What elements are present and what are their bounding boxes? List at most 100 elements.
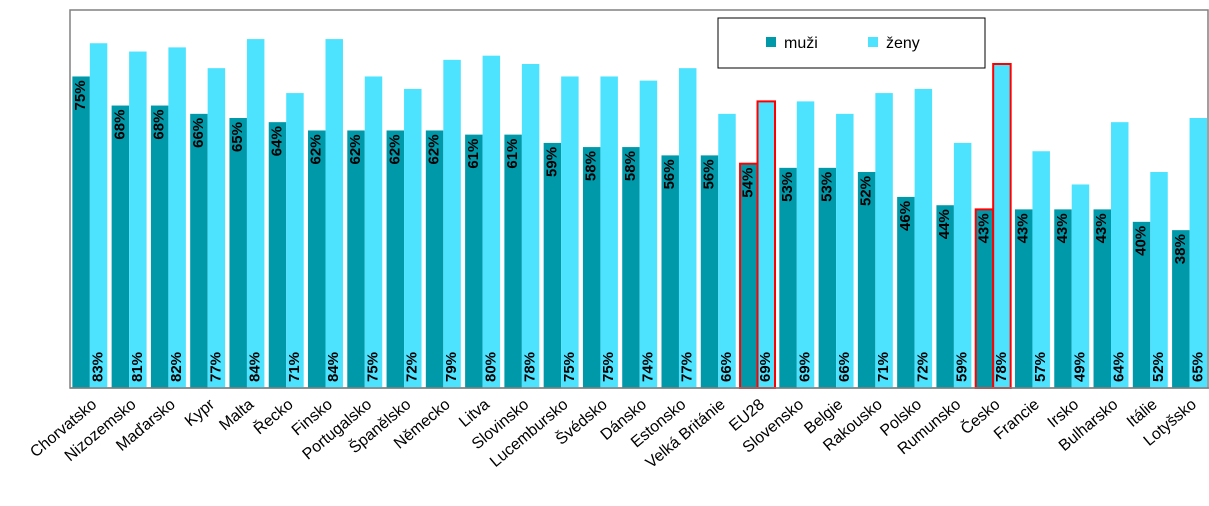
- value-label: 77%: [207, 352, 224, 382]
- legend-swatch: [868, 37, 878, 47]
- value-label: 69%: [757, 352, 774, 382]
- legend-swatch: [766, 37, 776, 47]
- bar: [168, 47, 186, 389]
- value-label: 75%: [72, 80, 89, 110]
- value-label: 71%: [875, 352, 892, 382]
- value-label: 72%: [404, 352, 421, 382]
- bar: [386, 130, 405, 388]
- bar: [521, 64, 540, 388]
- bar: [936, 205, 954, 388]
- value-label: 52%: [858, 176, 875, 206]
- value-label: 80%: [482, 352, 499, 382]
- bar: [678, 68, 697, 389]
- value-label: 46%: [897, 201, 914, 231]
- x-tick-label: Francie: [991, 396, 1043, 443]
- bar: [347, 130, 365, 388]
- value-label: 81%: [129, 352, 146, 382]
- value-label: 61%: [504, 139, 521, 169]
- value-label: 53%: [779, 172, 796, 202]
- bar: [661, 155, 679, 388]
- value-label: 57%: [1032, 352, 1049, 382]
- bar: [836, 113, 854, 388]
- value-label: 69%: [797, 352, 814, 382]
- value-label: 56%: [661, 159, 678, 189]
- value-label: 38%: [1172, 234, 1189, 264]
- bar: [561, 76, 579, 388]
- value-label: 58%: [583, 151, 600, 181]
- bar: [1014, 209, 1033, 388]
- bar: [875, 93, 893, 389]
- bar: [779, 167, 797, 388]
- value-label: 61%: [465, 139, 482, 169]
- bar: [1032, 151, 1050, 388]
- bar: [992, 63, 1012, 389]
- value-label: 62%: [347, 134, 364, 164]
- bar: [72, 76, 90, 388]
- bar: [622, 147, 640, 388]
- value-label: 84%: [325, 352, 342, 382]
- value-label: 59%: [954, 352, 971, 382]
- value-label: 64%: [268, 126, 285, 156]
- value-label: 77%: [679, 352, 696, 382]
- value-label: 64%: [1111, 352, 1128, 382]
- bar: [308, 130, 326, 388]
- bar: [897, 196, 915, 388]
- value-label: 52%: [1150, 352, 1167, 382]
- bar: [111, 105, 130, 389]
- bar: [718, 113, 736, 388]
- bar: [465, 134, 483, 388]
- bar: [582, 147, 601, 388]
- bar: [190, 113, 208, 388]
- bar: [953, 142, 972, 388]
- value-label: 56%: [700, 159, 717, 189]
- value-label: 68%: [111, 110, 128, 140]
- bar: [639, 80, 658, 388]
- value-label: 54%: [740, 168, 757, 198]
- value-label: 44%: [936, 209, 953, 239]
- bar: [150, 105, 169, 389]
- value-label: 71%: [286, 352, 303, 382]
- value-label: 74%: [639, 352, 656, 382]
- value-label: 59%: [543, 147, 560, 177]
- bar: [325, 39, 343, 388]
- value-label: 43%: [1054, 213, 1071, 243]
- bar: [796, 101, 815, 388]
- bar: [756, 100, 777, 389]
- legend-label: ženy: [886, 35, 920, 52]
- bar: [286, 93, 304, 389]
- value-label: 49%: [1071, 352, 1088, 382]
- value-label: 62%: [386, 134, 403, 164]
- legend: [717, 17, 986, 69]
- bar: [504, 134, 522, 388]
- value-label: 65%: [1189, 352, 1206, 382]
- bar: [1111, 122, 1129, 389]
- value-label: 62%: [426, 134, 443, 164]
- value-label: 79%: [443, 352, 460, 382]
- value-label: 40%: [1133, 226, 1150, 256]
- bar: [1093, 209, 1112, 388]
- bar: [364, 76, 383, 388]
- bar: [1132, 221, 1151, 388]
- bar: [482, 55, 501, 388]
- bar: [857, 172, 876, 388]
- bar: [1189, 118, 1208, 388]
- value-label: 43%: [1093, 213, 1110, 243]
- value-label: 66%: [190, 118, 207, 148]
- x-tick-label: Řecko: [250, 394, 297, 438]
- value-label: 65%: [229, 122, 246, 152]
- x-tick-label: Kypr: [182, 396, 219, 431]
- bar: [600, 76, 618, 388]
- bar: [818, 167, 837, 388]
- bar: [129, 51, 147, 389]
- bar: [1172, 230, 1190, 388]
- value-label: 75%: [600, 352, 617, 382]
- bar: [914, 88, 933, 388]
- value-label: 84%: [247, 352, 264, 382]
- bar: [404, 88, 422, 388]
- bar: [1071, 184, 1090, 388]
- value-label: 68%: [151, 110, 168, 140]
- value-label: 78%: [522, 352, 539, 382]
- value-label: 62%: [308, 134, 325, 164]
- bar: [1150, 172, 1168, 388]
- bar: [1054, 209, 1072, 388]
